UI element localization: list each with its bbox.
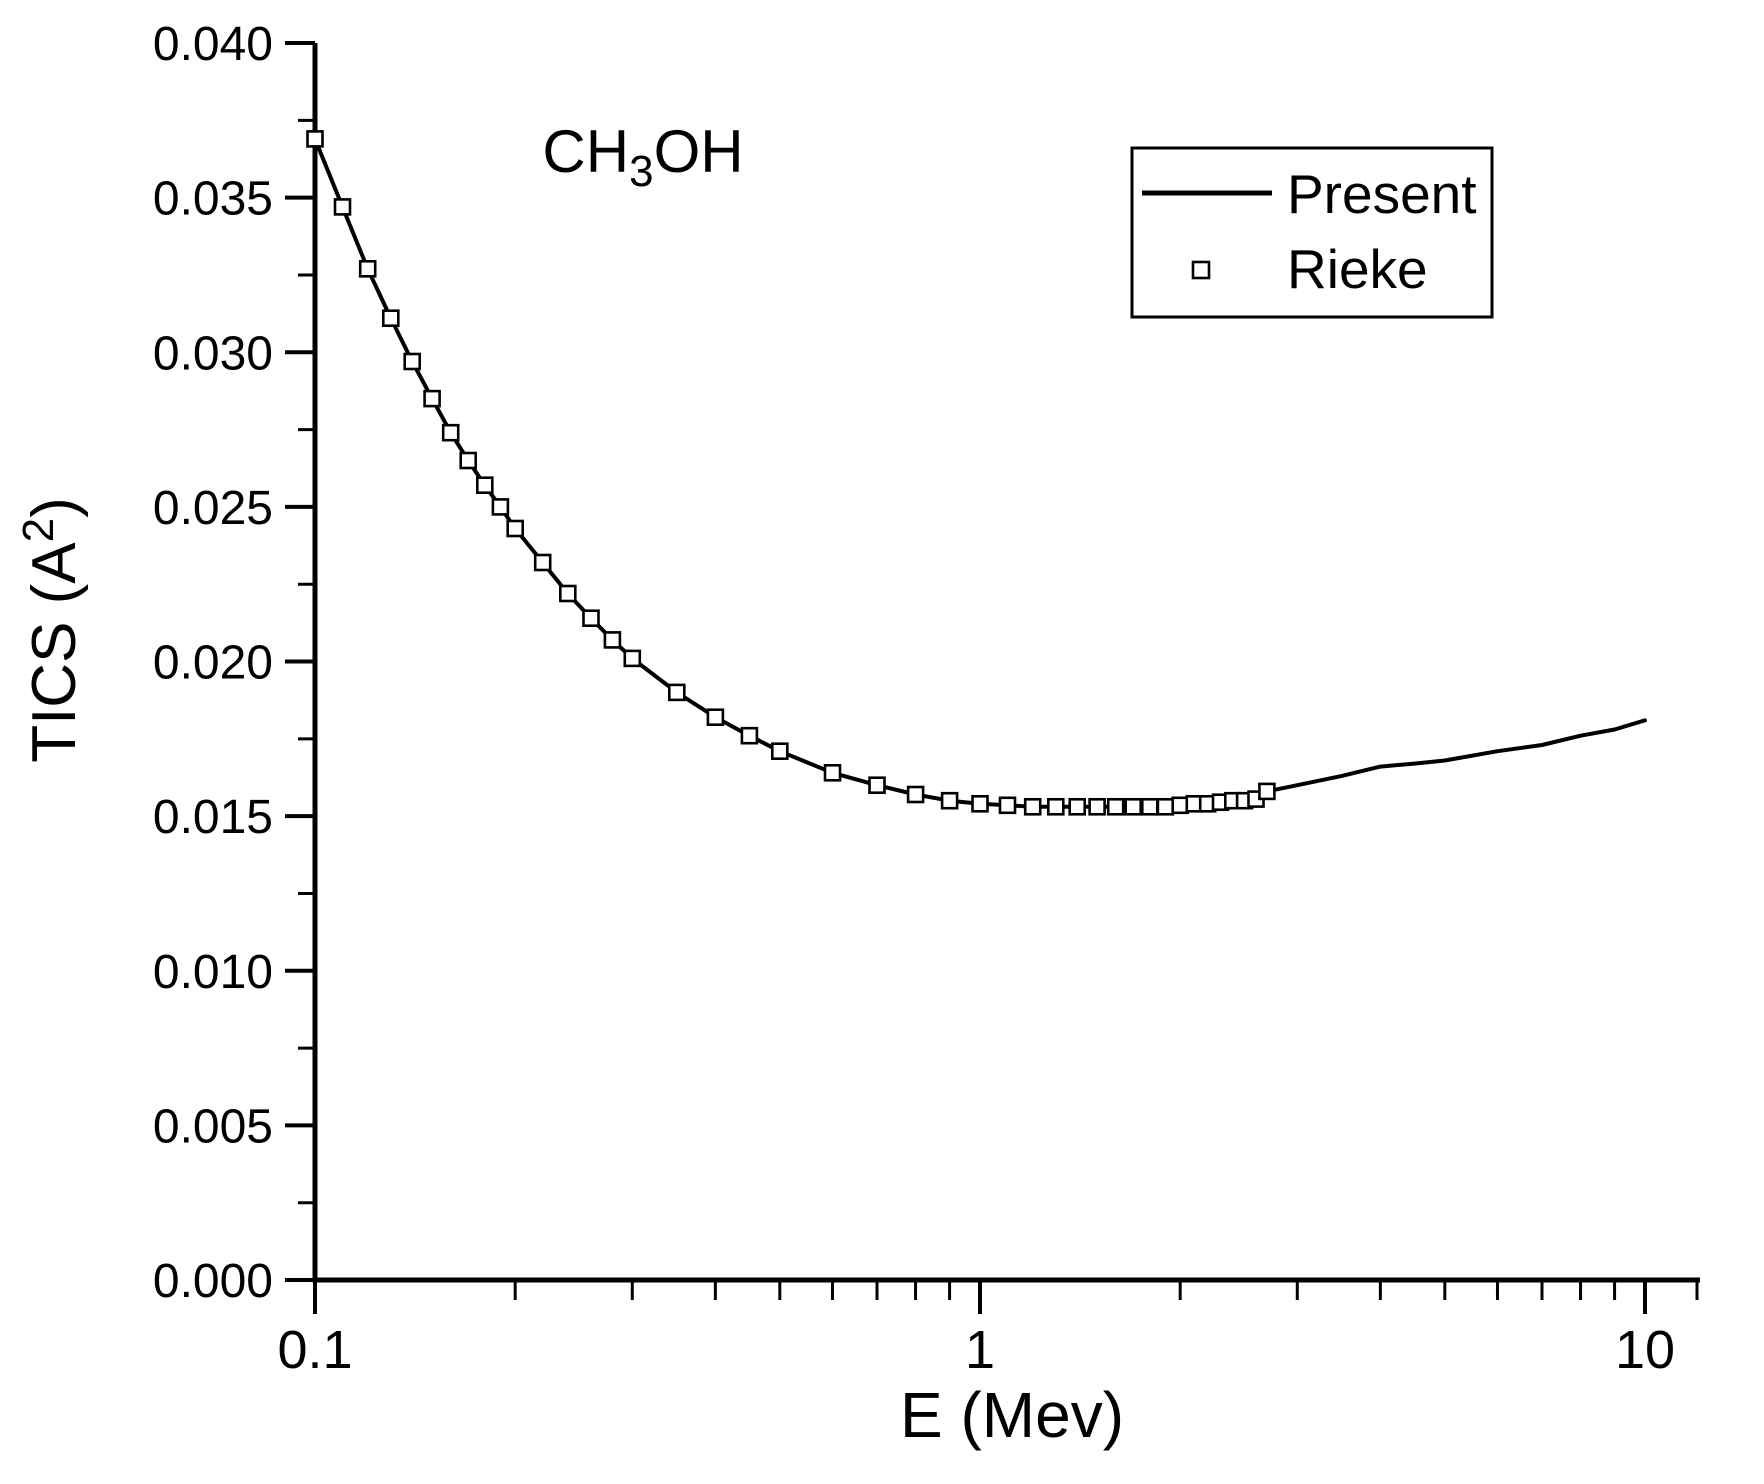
rieke-marker bbox=[403, 352, 422, 371]
legend-square-sample bbox=[1191, 260, 1211, 280]
rieke-marker bbox=[441, 423, 460, 442]
y-tick-label: 0.025 bbox=[153, 482, 273, 535]
y-tick-label: 0.020 bbox=[153, 637, 273, 690]
rieke-marker bbox=[906, 785, 925, 804]
rieke-marker bbox=[381, 309, 400, 328]
plot-area: 0.000 0.005 0.010 0.015 0.020 0.025 0.030 0.035… bbox=[153, 18, 1700, 1380]
rieke-marker bbox=[1106, 797, 1125, 816]
chart-title: CH3OH bbox=[542, 118, 743, 196]
legend: Present Rieke bbox=[1130, 146, 1494, 319]
rieke-marker bbox=[506, 519, 525, 538]
rieke-marker bbox=[823, 763, 842, 782]
y-tick-label: 0.040 bbox=[153, 18, 273, 71]
rieke-marker bbox=[423, 389, 441, 408]
rieke-marker bbox=[475, 476, 494, 495]
rieke-marker bbox=[868, 776, 886, 795]
rieke-marker bbox=[1171, 796, 1189, 815]
rieke-marker bbox=[1141, 797, 1159, 816]
rieke-marker bbox=[358, 259, 377, 278]
legend-label-present: Present bbox=[1287, 163, 1477, 225]
rieke-marker bbox=[333, 198, 352, 216]
rieke-marker bbox=[1023, 797, 1042, 816]
rieke-marker bbox=[582, 609, 600, 628]
y-tick-label: 0.000 bbox=[153, 1255, 273, 1308]
y-tick-label: 0.010 bbox=[153, 946, 273, 999]
rieke-marker bbox=[998, 796, 1017, 815]
x-tick-label: 10 bbox=[1615, 1320, 1675, 1380]
legend-box bbox=[1130, 146, 1494, 319]
y-tick-label: 0.015 bbox=[153, 791, 273, 844]
x-axis-label: E (Mev) bbox=[900, 1379, 1124, 1451]
rieke-marker bbox=[940, 791, 959, 810]
y-tick-label: 0.005 bbox=[153, 1100, 273, 1153]
rieke-marker bbox=[1156, 797, 1175, 816]
rieke-marker bbox=[1047, 797, 1065, 816]
rieke-marker bbox=[603, 631, 622, 649]
rieke-marker bbox=[558, 584, 577, 603]
rieke-marker bbox=[971, 794, 989, 813]
rieke-marker bbox=[740, 726, 759, 745]
rieke-marker bbox=[1088, 797, 1106, 816]
legend-label-rieke: Rieke bbox=[1287, 238, 1428, 300]
rieke-marker bbox=[623, 649, 642, 668]
y-tick-label: 0.035 bbox=[153, 173, 273, 226]
present-line bbox=[313, 136, 1647, 809]
rieke-marker bbox=[459, 451, 478, 470]
y-axis-label: TICS (A2) bbox=[14, 497, 89, 763]
y-tick-label: 0.030 bbox=[153, 327, 273, 380]
rieke-marker bbox=[533, 553, 552, 572]
rieke-marker bbox=[1258, 782, 1276, 801]
rieke-marker bbox=[1124, 797, 1142, 816]
rieke-marker bbox=[667, 683, 686, 702]
rieke-marker bbox=[306, 130, 324, 148]
x-tick-label: 0.1 bbox=[277, 1320, 352, 1380]
x-tick-label: 1 bbox=[965, 1320, 995, 1380]
rieke-marker bbox=[706, 708, 725, 727]
rieke-marker bbox=[770, 742, 789, 761]
rieke-marker bbox=[1068, 797, 1086, 816]
rieke-marker bbox=[491, 498, 510, 516]
